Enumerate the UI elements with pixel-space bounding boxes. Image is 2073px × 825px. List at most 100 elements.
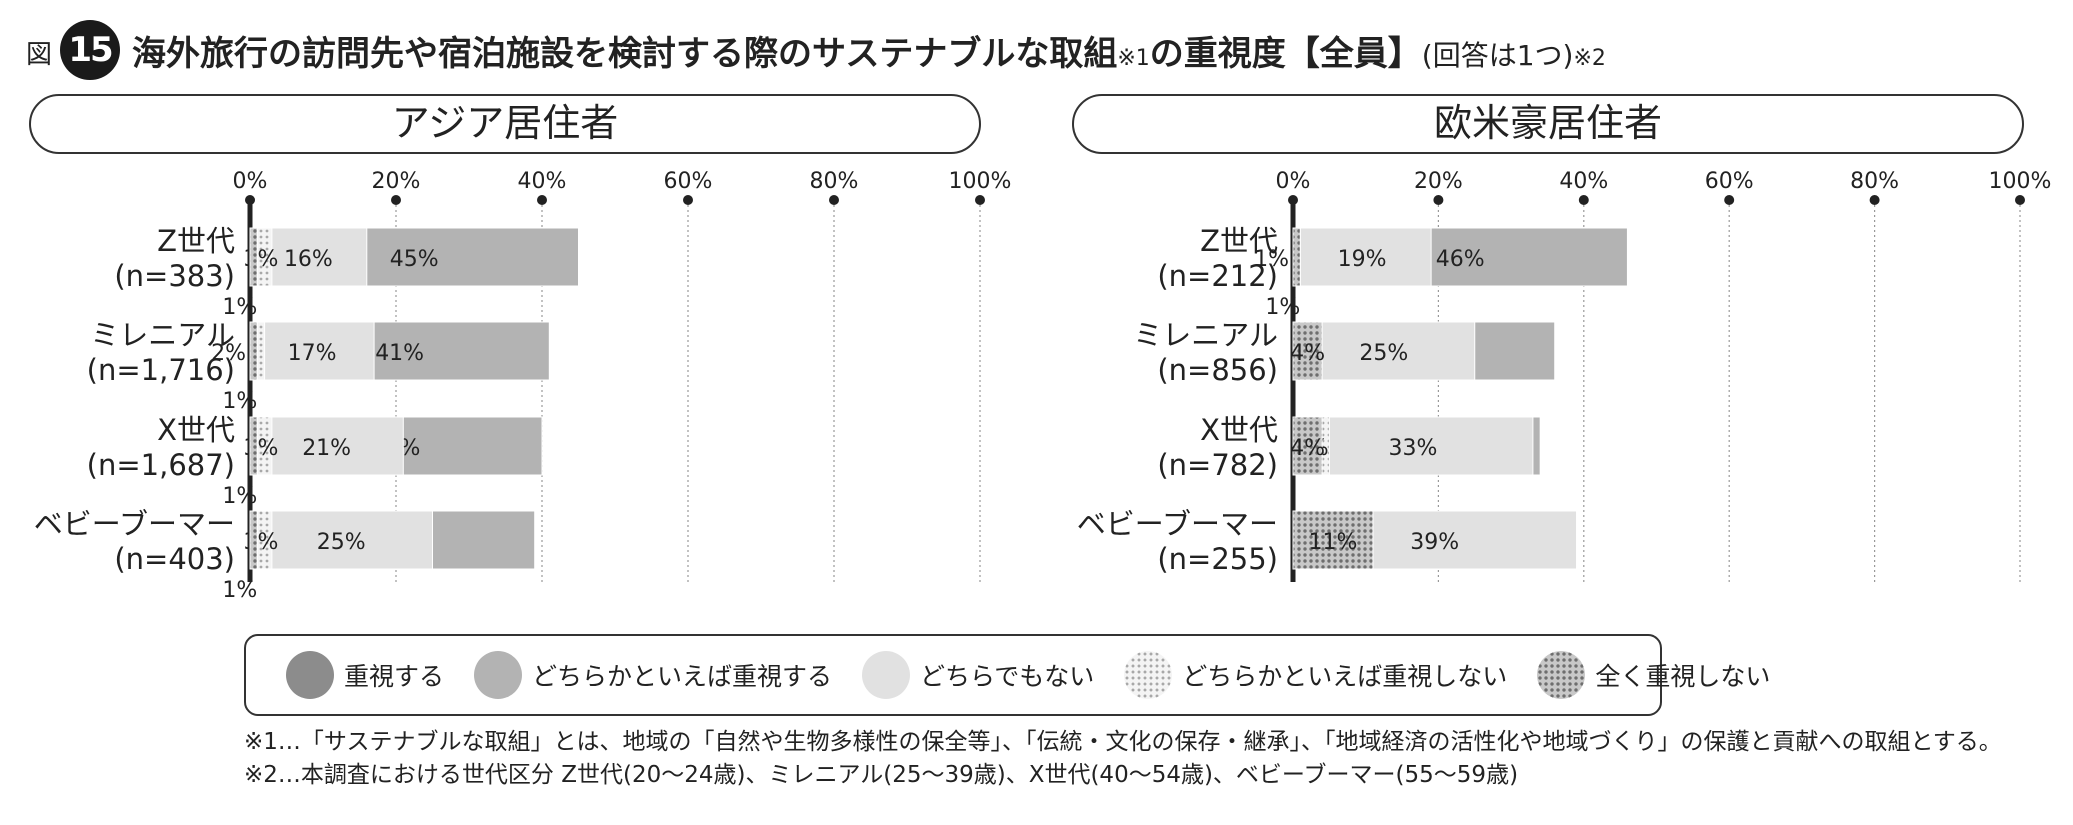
footnotes: ※1…「サステナブルな取組」とは、地域の「自然や生物多様性の保全等」、「伝統・文… (244, 726, 2002, 792)
tick-label: 40% (1559, 169, 1608, 194)
bar-segment (1292, 321, 1323, 381)
tick-label: 0% (1276, 169, 1311, 194)
bar-segment (1292, 227, 1301, 287)
tick-label: 100% (1989, 169, 2052, 194)
tick-label: 100% (949, 169, 1012, 194)
tick-dot (1578, 195, 1589, 205)
legend-item: どちらかといえば重視しない (1124, 651, 1507, 699)
footnote-2: ※2…本調査における世代区分 Z世代(20〜24歳)、ミレニアル(25〜39歳)… (244, 762, 1519, 788)
tick-dot (391, 195, 401, 205)
legend-label: 重視する (344, 662, 445, 691)
category-n: (n=383) (114, 259, 235, 293)
tick-label: 40% (518, 169, 567, 194)
legend-label: 全く重視しない (1595, 662, 1771, 691)
tick-label: 80% (810, 169, 859, 194)
legend-item: どちらでもない (862, 651, 1094, 699)
legend-swatch (474, 651, 523, 699)
category-n: (n=212) (1157, 259, 1278, 293)
data-label: 1% (222, 484, 257, 509)
category-n: (n=403) (114, 542, 235, 576)
category-n: (n=782) (1157, 448, 1278, 482)
figure-title: 海外旅行の訪問先や宿泊施設を検討する際のサステナブルな取組※1の重視度【全員】(… (132, 26, 1606, 75)
data-label: 1% (1265, 295, 1300, 320)
tick-dot (1869, 195, 1880, 205)
tick-dot (683, 195, 693, 205)
panel-title: アジア居住者 (392, 101, 618, 145)
bar-segment (1292, 321, 1476, 381)
legend-label: どちらでもない (920, 662, 1095, 691)
legend-swatch (1124, 651, 1173, 699)
bar-segment (249, 321, 375, 381)
data-label: 1% (222, 578, 257, 603)
bar-segment (249, 416, 258, 476)
panel-title-pill (1072, 94, 2024, 154)
bar-segment (249, 321, 258, 381)
title-mid: の重視度【全員】 (1149, 34, 1422, 74)
legend-item: どちらかといえば重視する (474, 651, 832, 699)
category-name: X世代 (1200, 413, 1278, 447)
bar-segment (249, 510, 258, 570)
data-label: 16% (284, 247, 333, 272)
title-main: 海外旅行の訪問先や宿泊施設を検討する際のサステナブルな取組 (132, 34, 1118, 74)
legend-swatch (286, 651, 334, 699)
category-name: X世代 (157, 413, 235, 447)
legend-swatch (1537, 651, 1586, 699)
tick-label: 20% (1414, 169, 1463, 194)
tick-label: 0% (233, 169, 268, 194)
data-label: 19% (1338, 247, 1387, 272)
tick-dot (2015, 195, 2025, 205)
title-note-1: ※1 (1117, 46, 1150, 71)
tick-dot (975, 195, 985, 205)
data-label: 3% (243, 436, 278, 461)
data-label: 3% (243, 247, 278, 272)
legend-item: 全く重視しない (1537, 651, 1770, 699)
bar-segment (1292, 416, 1323, 476)
title-tail: (回答は1つ) (1421, 39, 1574, 72)
category-n: (n=255) (1157, 542, 1278, 576)
tick-dot (537, 195, 547, 205)
data-label: 1% (222, 389, 257, 414)
tick-dot (1433, 195, 1444, 205)
data-label: 3% (243, 530, 278, 555)
tick-label: 20% (372, 169, 421, 194)
bar-segment (249, 510, 433, 570)
data-label: 11% (1309, 530, 1358, 555)
bar-segment (1292, 510, 1374, 570)
data-label: 4% (1290, 341, 1325, 366)
data-label: 2% (211, 341, 246, 366)
data-label: 41% (375, 341, 424, 366)
data-label: 1% (222, 295, 257, 320)
panel-title: 欧米豪居住者 (1434, 101, 1662, 145)
tick-dot (1724, 195, 1735, 205)
category-name: Z世代 (157, 224, 235, 258)
legend-swatch (862, 651, 911, 699)
tick-dot (829, 195, 839, 205)
footnote-1: ※1…「サステナブルな取組」とは、地域の「自然や生物多様性の保全等」、「伝統・文… (244, 729, 2002, 755)
charts-svg: アジア居住者0%20%40%60%80%100%Z世代(n=383)35%45%… (29, 94, 2052, 603)
data-label: 4% (1290, 436, 1325, 461)
bar-segment (249, 227, 258, 287)
figure-label: 図 (26, 40, 53, 70)
data-label: 21% (302, 436, 351, 461)
tick-label: 60% (1705, 169, 1754, 194)
title-note-2: ※2 (1573, 46, 1606, 71)
data-label: 33% (1389, 436, 1438, 461)
data-label: 1% (1254, 247, 1289, 272)
tick-label: 60% (664, 169, 713, 194)
data-label: 39% (1410, 530, 1459, 555)
panel-title-pill (29, 94, 981, 154)
tick-label: 80% (1850, 169, 1899, 194)
category-n: (n=1,716) (87, 353, 235, 387)
legend-item: 重視する (286, 651, 444, 699)
category-name: ベビーブーマー (34, 507, 235, 541)
category-name: ミレニアル (1133, 318, 1278, 352)
category-n: (n=1,687) (87, 448, 235, 482)
bar-segment (1292, 227, 1432, 287)
data-label: 25% (1359, 341, 1408, 366)
legend: 重視する どちらかといえば重視する どちらでもない どちらかといえば重視しない 全く重視… (244, 634, 1770, 716)
data-label: 17% (288, 341, 337, 366)
legend-label: どちらかといえば重視しない (1182, 662, 1508, 691)
data-label: 25% (317, 530, 366, 555)
category-name: Z世代 (1200, 224, 1278, 258)
data-label: 45% (390, 247, 439, 272)
